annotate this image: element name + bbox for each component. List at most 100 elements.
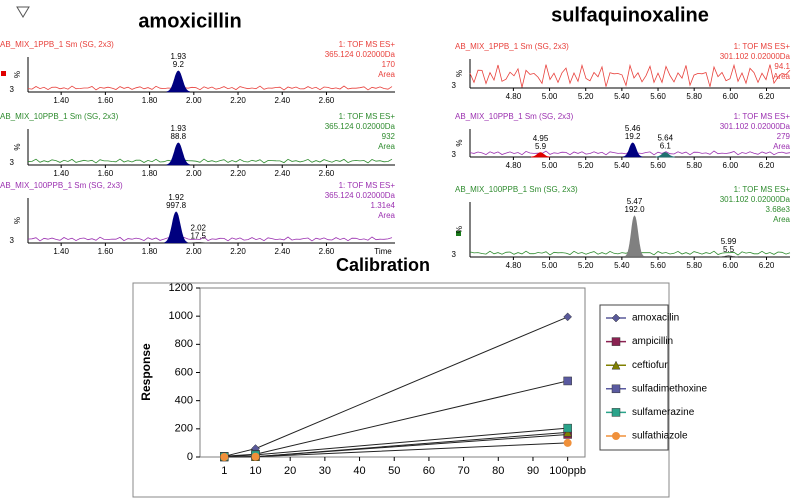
peak-rt: 5.46 [625,124,641,133]
data-point [563,423,572,433]
legend-marker [611,360,621,370]
peak-rt: 2.02 [190,224,206,233]
y-min-label: 3 [10,85,15,94]
x-tick-label: 2.40 [274,247,290,256]
x-tick-label: 60 [423,465,435,477]
data-point [563,438,572,447]
y-label: % [455,139,464,146]
x-tick-label: 5.60 [650,261,666,270]
trace-info: 365.124 0.02000Da [325,122,396,131]
x-tick-label: 5.20 [578,92,594,101]
trace-info: 365.124 0.02000Da [325,50,396,59]
x-tick-label: 20 [284,465,296,477]
peak-rt: 4.95 [533,134,549,143]
x-tick-label: 1.40 [53,169,69,178]
x-tick-label: 2.00 [186,247,202,256]
baseline-noise [469,63,791,88]
x-tick-label: 2.60 [319,169,335,178]
y-tick-label: 0 [187,451,193,463]
data-point [220,453,229,461]
x-tick-label: 1.80 [142,169,158,178]
x-tick-label: 40 [353,465,365,477]
trace-info: 279 [777,132,791,141]
trace-info: 301.102 0.02000Da [720,195,791,204]
peak-area: 19.2 [625,132,641,141]
x-tick-label: 10 [249,465,261,477]
x-tick-label: 6.00 [723,261,739,270]
cursor-triangle [16,6,30,18]
y-label: % [13,71,22,78]
peak-area: 192.0 [625,205,646,214]
trace-name: AB_MIX_100PPB_1 Sm (SG, 2x3) [455,185,578,194]
x-tick-label: 1.60 [98,169,114,178]
y-tick-label: 200 [175,423,193,435]
x-tick-label: 70 [457,465,469,477]
y-label: % [13,217,22,224]
x-tick-label: 4.80 [506,161,522,170]
data-point [563,312,573,322]
y-tick-label: 600 [175,366,193,378]
x-tick-label: 6.20 [759,161,775,170]
x-tick-label: 5.00 [542,161,558,170]
peak [623,142,643,158]
x-tick-label: 2.00 [186,169,202,178]
x-tick-label: 1 [221,465,227,477]
peak-rt: 1.93 [171,52,187,61]
x-tick-label: 5.00 [542,261,558,270]
y-label: % [455,226,464,233]
x-tick-label: 6.00 [723,161,739,170]
x-tick-label: 5.40 [614,161,630,170]
legend-marker [611,313,621,323]
x-tick-label: 30 [319,465,331,477]
legend-label: sulfathiazole [632,431,688,442]
baseline-noise [27,158,393,164]
x-tick-label: 80 [492,465,504,477]
peak [719,255,738,258]
x-tick-label: 5.40 [614,92,630,101]
peak [530,152,551,158]
legend-marker [611,384,621,394]
trace-info: 1: TOF MS ES+ [734,185,791,194]
y-tick-label: 1000 [169,310,193,322]
x-tick-label: 5.40 [614,261,630,270]
y-label: % [13,143,22,150]
trace-info: 170 [382,60,396,69]
y-min-label: 3 [452,81,457,90]
x-tick-label: 2.20 [230,169,246,178]
legend-box [599,304,669,451]
peak-area: 9.2 [173,60,185,69]
x-tick-label: 1.80 [142,96,158,105]
x-tick-label: 100ppb [549,465,586,477]
peak [166,70,191,93]
peak-area: 17.5 [190,232,206,241]
y-tick-label: 400 [175,395,193,407]
legend-label: amoxacilin [632,313,679,324]
legend-marker [611,337,621,346]
x-tick-label: 2.40 [274,96,290,105]
trace-info: Area [773,72,790,81]
group-title: amoxicillin [138,10,241,32]
x-tick-label: 2.60 [319,247,335,256]
legend-label: sulfamerazine [632,407,695,418]
x-tick-label: 1.60 [98,247,114,256]
x-tick-label: 5.60 [650,161,666,170]
trace-info: 94.1 [774,62,790,71]
x-tick-label: 90 [527,465,539,477]
x-tick-label: 5.20 [578,161,594,170]
baseline-noise [27,85,393,91]
trace-name: AB_MIX_100PPB_1 Sm (SG, 2x3) [0,181,123,190]
x-tick-label: 50 [388,465,400,477]
peak-rt: 5.64 [657,134,673,143]
trace-info: Area [773,142,790,151]
x-tick-label: 1.40 [53,96,69,105]
chart-title: Calibration [336,255,430,275]
trace-info: Area [378,70,395,79]
trace-info: 1.31e4 [371,201,396,210]
trace-info: 301.102 0.02000Da [720,52,791,61]
x-tick-label: 6.00 [723,92,739,101]
trace-name: AB_MIX_1PPB_1 Sm (SG, 2x3) [0,40,114,49]
trace-info: Area [378,211,395,220]
peak-area: 997.8 [166,201,187,210]
x-tick-label: 5.60 [650,92,666,101]
